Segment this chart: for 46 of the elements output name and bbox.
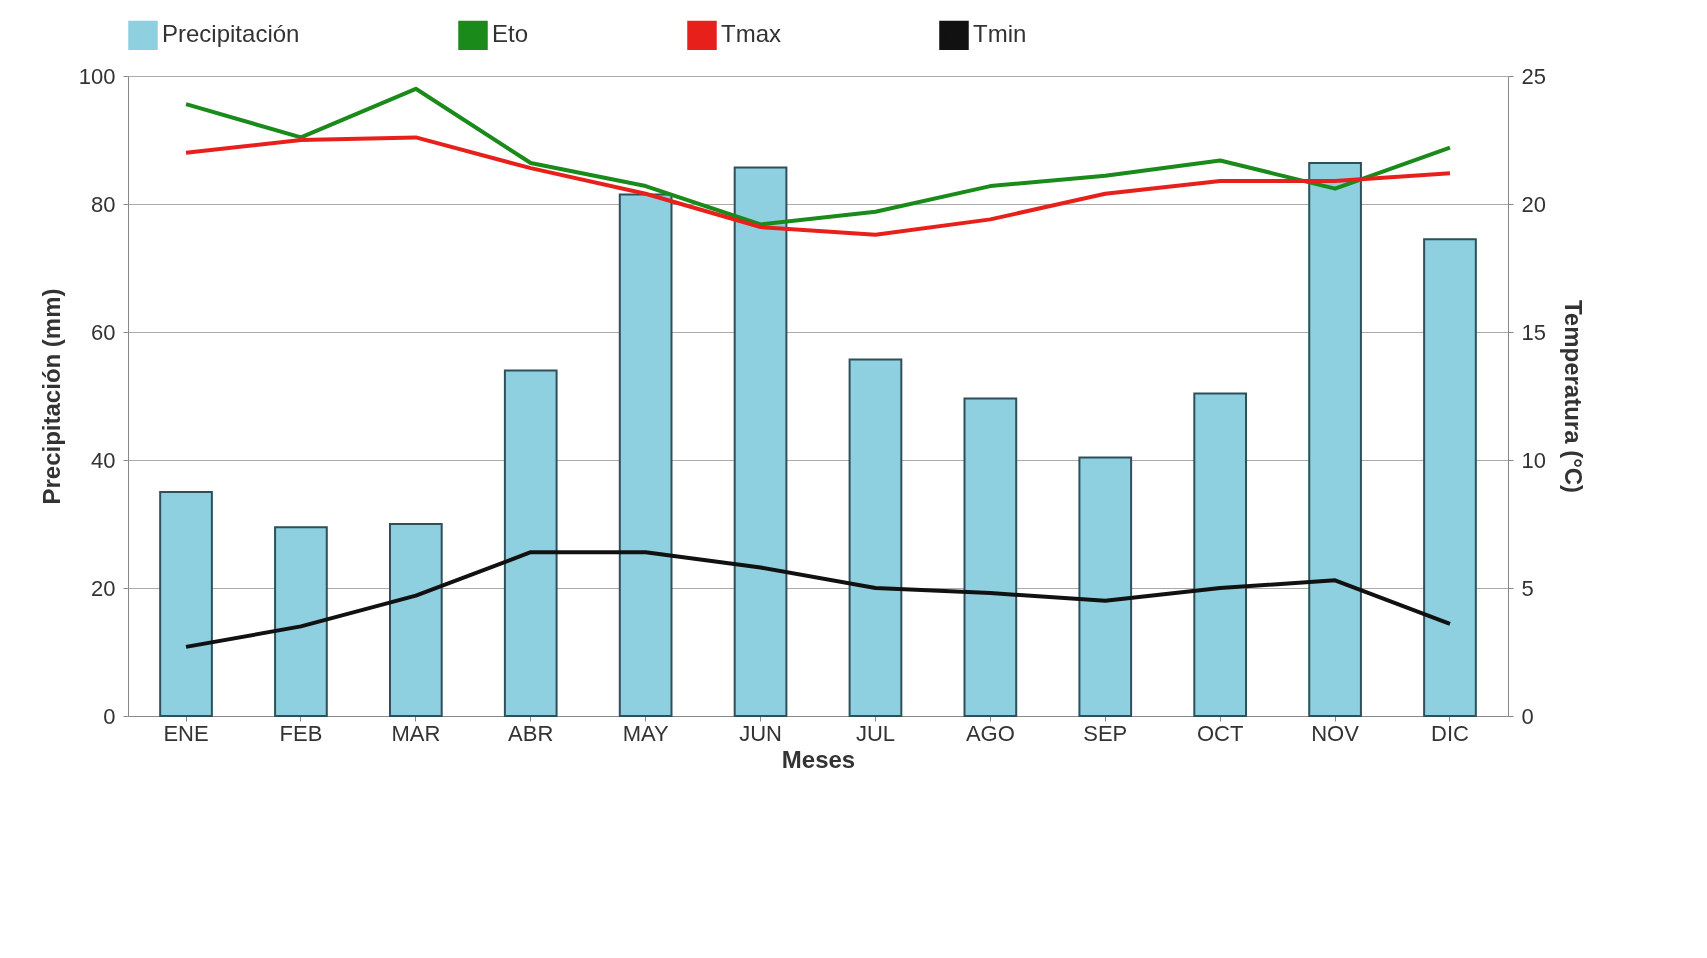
x-tick-label: FEB <box>279 720 323 746</box>
y-tick-label: 100 <box>78 63 116 89</box>
y-axis-title: Precipitación (mm) <box>37 288 65 505</box>
x-tick-label: MAR <box>391 720 441 746</box>
y-tick-label: 0 <box>103 703 116 729</box>
bar <box>848 358 903 717</box>
bar <box>618 193 673 717</box>
x-tick-label: DIC <box>1431 720 1470 746</box>
x-axis-title: Meses <box>781 745 856 773</box>
bar <box>1308 162 1362 717</box>
legend-label: Eto <box>492 20 529 48</box>
y-tick-label: 60 <box>91 319 116 345</box>
bar <box>274 526 328 717</box>
x-tick-label: ABR <box>508 720 554 746</box>
bar <box>1078 456 1133 717</box>
y-tick-label: 80 <box>91 191 116 217</box>
bar <box>388 523 443 717</box>
bar <box>733 166 788 717</box>
x-tick-label: OCT <box>1196 720 1244 746</box>
y2-tick-label: 15 <box>1521 319 1546 345</box>
x-tick-label: AGO <box>965 720 1015 746</box>
x-tick-label: MAY <box>622 720 669 746</box>
y2-tick-label: 25 <box>1521 63 1546 89</box>
line-series <box>184 550 1452 649</box>
y2-tick-label: 10 <box>1521 447 1546 473</box>
x-tick-label: SEP <box>1083 720 1128 746</box>
bar <box>503 369 558 717</box>
bar <box>159 491 213 717</box>
legend-label: Precipitación <box>162 20 300 48</box>
legend-label: Tmin <box>973 20 1027 48</box>
bar <box>963 397 1018 717</box>
y2-tick-label: 5 <box>1521 575 1534 601</box>
x-tick-label: JUL <box>855 720 896 746</box>
line-series <box>184 135 1452 237</box>
x-tick-label: NOV <box>1311 720 1360 746</box>
bar <box>1423 238 1477 717</box>
bar <box>1193 392 1248 717</box>
y-tick-label: 20 <box>91 575 116 601</box>
x-tick-label: ENE <box>163 720 209 746</box>
line-series <box>184 86 1452 227</box>
y-tick-label: 40 <box>91 447 116 473</box>
x-tick-label: JUN <box>739 720 782 746</box>
legend-label: Tmax <box>721 20 781 48</box>
y2-axis-title: Temperatura (°C) <box>1559 299 1587 494</box>
y2-tick-label: 20 <box>1521 191 1546 217</box>
y2-tick-label: 0 <box>1521 703 1534 729</box>
